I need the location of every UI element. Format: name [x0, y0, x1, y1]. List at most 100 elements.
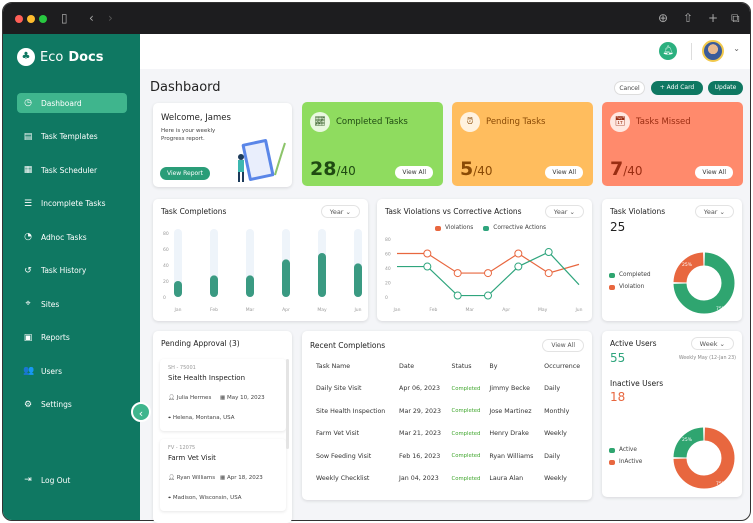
- logout-button[interactable]: ⇥ Log Out: [17, 470, 127, 490]
- x-tick-label: Apr: [502, 307, 510, 313]
- welcome-card: Welcome, James Here is your weekly Progr…: [153, 103, 292, 187]
- stat-value: 5/40: [460, 158, 493, 180]
- violations-vs-corrective-card: Task Violations vs Corrective Actions Ye…: [377, 199, 592, 321]
- divider: [691, 43, 692, 60]
- donut-slice-inactive: [673, 427, 735, 489]
- stat-label: Pending Tasks: [486, 117, 546, 127]
- card-title: Task Completions: [161, 207, 227, 216]
- date-range: Weekly May (12-Jan 23): [678, 356, 736, 361]
- bell-icon[interactable]: 🔔︎: [659, 42, 677, 60]
- close-window-button[interactable]: [15, 15, 23, 23]
- task-completions-card: Task Completions Year ⌄ 0 20 40 60 80 Jan Feb M…: [153, 199, 368, 321]
- back-icon[interactable]: ‹: [89, 11, 94, 25]
- page-title: Dashbaord: [150, 80, 221, 95]
- nav-icon: ◷: [24, 98, 32, 108]
- year-dropdown[interactable]: Year ⌄: [544, 205, 584, 218]
- update-button[interactable]: Update: [708, 81, 743, 95]
- minimize-window-button[interactable]: [27, 15, 35, 23]
- view-all-button[interactable]: View All: [395, 166, 433, 179]
- table-cell: Site Health Inspection: [316, 407, 386, 415]
- donut-slice-violation: [673, 252, 704, 283]
- chevron-down-icon[interactable]: ⌄: [733, 44, 740, 53]
- scrollbar[interactable]: [286, 359, 289, 449]
- missed-icon: 📅︎: [610, 112, 630, 132]
- task-code: SH - 75001: [168, 365, 196, 371]
- sidebar-item-task-scheduler[interactable]: ▦ Task Scheduler: [17, 160, 127, 180]
- completed-icon: 📈︎: [310, 112, 330, 132]
- sidebar-item-label: Sites: [41, 299, 60, 309]
- data-point: [423, 249, 432, 258]
- slice-label: 75%: [716, 306, 727, 312]
- collapse-sidebar-button[interactable]: ‹: [131, 402, 151, 422]
- card-title: Task Violations vs Corrective Actions: [385, 207, 522, 216]
- add-card-button[interactable]: + Add Card: [651, 81, 703, 95]
- x-tick-label: Jan: [174, 307, 182, 313]
- sidebar-item-dashboard[interactable]: ◷ Dashboard: [17, 93, 127, 113]
- table-row[interactable]: Daily Site Visit Apr 06, 2023 Completed Jim…: [311, 378, 585, 401]
- user-icon: 👤︎: [168, 475, 175, 481]
- view-all-button[interactable]: View All: [545, 166, 583, 179]
- view-report-button[interactable]: View Report: [160, 167, 210, 180]
- maximize-window-button[interactable]: [39, 15, 47, 23]
- legend-violation: Violation: [609, 284, 651, 290]
- share-icon[interactable]: ⇧: [683, 11, 694, 25]
- nav-icon: 👥: [23, 366, 35, 376]
- legend-inactive: InActive: [609, 459, 642, 465]
- task-name: Site Health Inspection: [168, 374, 246, 382]
- task-violations-card: Task Violations Year ⌄ 25 Completed Viol…: [602, 199, 742, 321]
- sidebar-item-incomplete-tasks[interactable]: ☰ Incomplete Tasks: [17, 194, 127, 214]
- avatar[interactable]: [702, 40, 724, 62]
- forward-icon[interactable]: ›: [108, 11, 113, 25]
- user-icon: 👤︎: [168, 395, 175, 401]
- table-cell: Mar 29, 2023: [399, 407, 441, 415]
- sidebar-icon[interactable]: ▯: [61, 11, 68, 25]
- column-header: Date: [399, 362, 415, 370]
- active-users-count: 55: [610, 351, 626, 365]
- sidebar-item-label: Reports: [41, 333, 70, 342]
- pending-item[interactable]: SH - 75001 Site Health Inspection 👤︎ Jul…: [160, 359, 286, 431]
- table-row[interactable]: Sow Feeding Visit Feb 16, 2023 Completed Ry…: [311, 445, 585, 468]
- y-tick-label: 40: [385, 266, 391, 272]
- x-tick-label: Feb: [210, 307, 218, 313]
- sidebar-item-reports[interactable]: ▣ Reports: [17, 328, 127, 348]
- pending-icon: ⏰︎: [460, 112, 480, 132]
- year-dropdown[interactable]: Year ⌄: [320, 205, 360, 218]
- week-dropdown[interactable]: Week ⌄: [690, 337, 734, 350]
- table-cell: Farm Vet Visit: [316, 430, 360, 438]
- x-tick-label: May: [317, 307, 327, 313]
- view-all-button[interactable]: View All: [695, 166, 733, 179]
- task-name: Farm Vet Visit: [168, 454, 216, 462]
- violations-count: 25: [610, 220, 626, 234]
- download-icon[interactable]: ⊕: [658, 11, 669, 25]
- assignee: Ryan Williams: [176, 475, 216, 481]
- bar-jan: [174, 281, 182, 297]
- column-header: Occurrence: [544, 362, 581, 370]
- stat-value: 28/40: [310, 158, 356, 180]
- sidebar-item-label: Incomplete Tasks: [41, 199, 106, 208]
- bar-jun: [354, 263, 362, 297]
- sidebar-item-users[interactable]: 👥 Users: [17, 361, 127, 381]
- table-row[interactable]: Site Health Inspection Mar 29, 2023 Comple…: [311, 400, 585, 423]
- card-title: Task Violations: [610, 207, 666, 216]
- cancel-button[interactable]: Cancel: [614, 81, 645, 95]
- pending-item[interactable]: FV - 12075 Farm Vet Visit 👤︎ Ryan Willia…: [160, 439, 286, 511]
- year-dropdown[interactable]: Year ⌄: [694, 205, 734, 218]
- table-row[interactable]: Weekly Checklist Jan 04, 2023 Completed Lau…: [311, 468, 585, 491]
- new-tab-icon[interactable]: +: [708, 11, 719, 25]
- card-title: Recent Completions: [310, 341, 386, 350]
- table-cell: Mar 21, 2023: [399, 430, 441, 438]
- sidebar-item-sites[interactable]: ⌖ Sites: [17, 294, 127, 314]
- view-all-button[interactable]: View All: [542, 339, 584, 352]
- table-cell: Jose Martinez: [489, 407, 532, 415]
- task-completions-chart: 0 20 40 60 80 Jan Feb Mar Apr May Jun: [163, 229, 362, 313]
- sidebar-item-settings[interactable]: ⚙ Settings: [17, 395, 127, 415]
- nav-icon: ↺: [24, 265, 32, 276]
- sidebar-item-task-templates[interactable]: ▤ Task Templates: [17, 127, 127, 147]
- sidebar-item-task-history[interactable]: ↺ Task History: [17, 261, 127, 281]
- recent-completions-table: Task Name Date Status By Occurrence Daily Sit…: [311, 355, 585, 490]
- nav-icon: ⚙: [23, 399, 33, 410]
- table-row[interactable]: Farm Vet Visit Mar 21, 2023 Completed Henry…: [311, 423, 585, 446]
- stat-label: Tasks Missed: [636, 117, 691, 127]
- tabs-icon[interactable]: ⧉: [731, 11, 740, 25]
- sidebar-item-adhoc-tasks[interactable]: ◔ Adhoc Tasks: [17, 227, 127, 247]
